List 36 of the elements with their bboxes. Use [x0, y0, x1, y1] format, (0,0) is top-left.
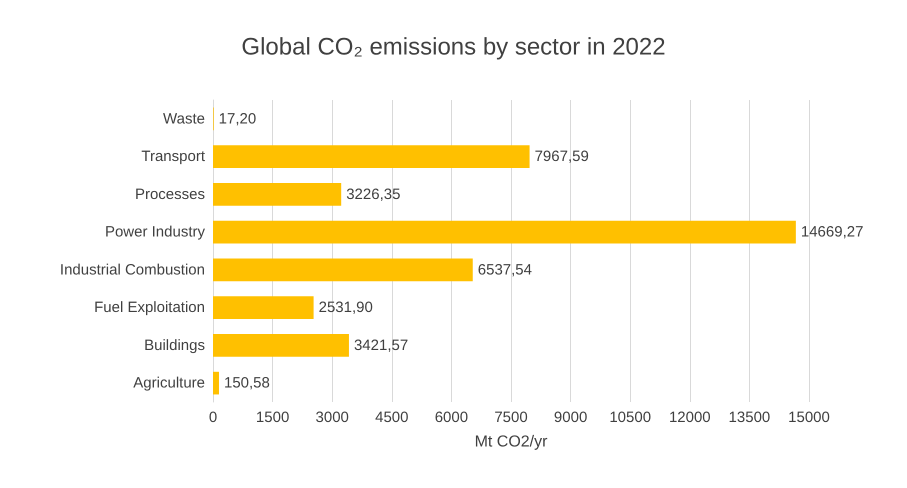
x-tick-label: 10500 [609, 409, 652, 426]
x-axis-title: Mt CO2/yr [474, 434, 548, 450]
bar [213, 183, 342, 206]
y-tick-label: Waste [163, 110, 205, 128]
y-tick-label: Transport [141, 148, 206, 166]
y-tick-label: Agriculture [133, 374, 205, 392]
data-label: 6537,54 [478, 261, 532, 278]
bar [213, 258, 473, 282]
x-tick-label: 15000 [788, 409, 830, 426]
y-tick-label: Buildings [144, 336, 205, 354]
bar [213, 145, 530, 168]
x-tick-label: 4500 [375, 409, 408, 426]
x-tick-label: 0 [208, 409, 218, 426]
x-tick-label: 3000 [316, 409, 349, 426]
y-tick-label: Processes [134, 186, 205, 203]
x-tick-label: 13500 [728, 409, 770, 426]
bar [213, 372, 219, 394]
y-tick-label: Fuel Exploitation [94, 299, 205, 316]
y-tick-label: Power Industry [104, 224, 206, 241]
data-label: 3226,35 [346, 186, 400, 203]
chart-title: Global CO₂ emissions by sector in 2022 [241, 34, 666, 60]
data-label: 14669,27 [800, 224, 864, 241]
x-tick-label: 1500 [256, 409, 290, 426]
data-label: 17,20 [218, 110, 256, 128]
data-label: 3421,57 [354, 336, 408, 354]
bar [213, 296, 314, 319]
data-label: 2531,90 [318, 299, 373, 316]
data-label: 7967,59 [534, 148, 589, 166]
bar [213, 334, 349, 357]
bar [213, 220, 796, 244]
x-tick-label: 9000 [554, 409, 588, 426]
y-tick-label: Industrial Combustion [60, 261, 205, 278]
data-label: 150,58 [224, 374, 270, 392]
x-tick-label: 6000 [434, 409, 468, 426]
x-tick-label: 12000 [668, 409, 711, 426]
x-tick-label: 7500 [494, 409, 528, 426]
